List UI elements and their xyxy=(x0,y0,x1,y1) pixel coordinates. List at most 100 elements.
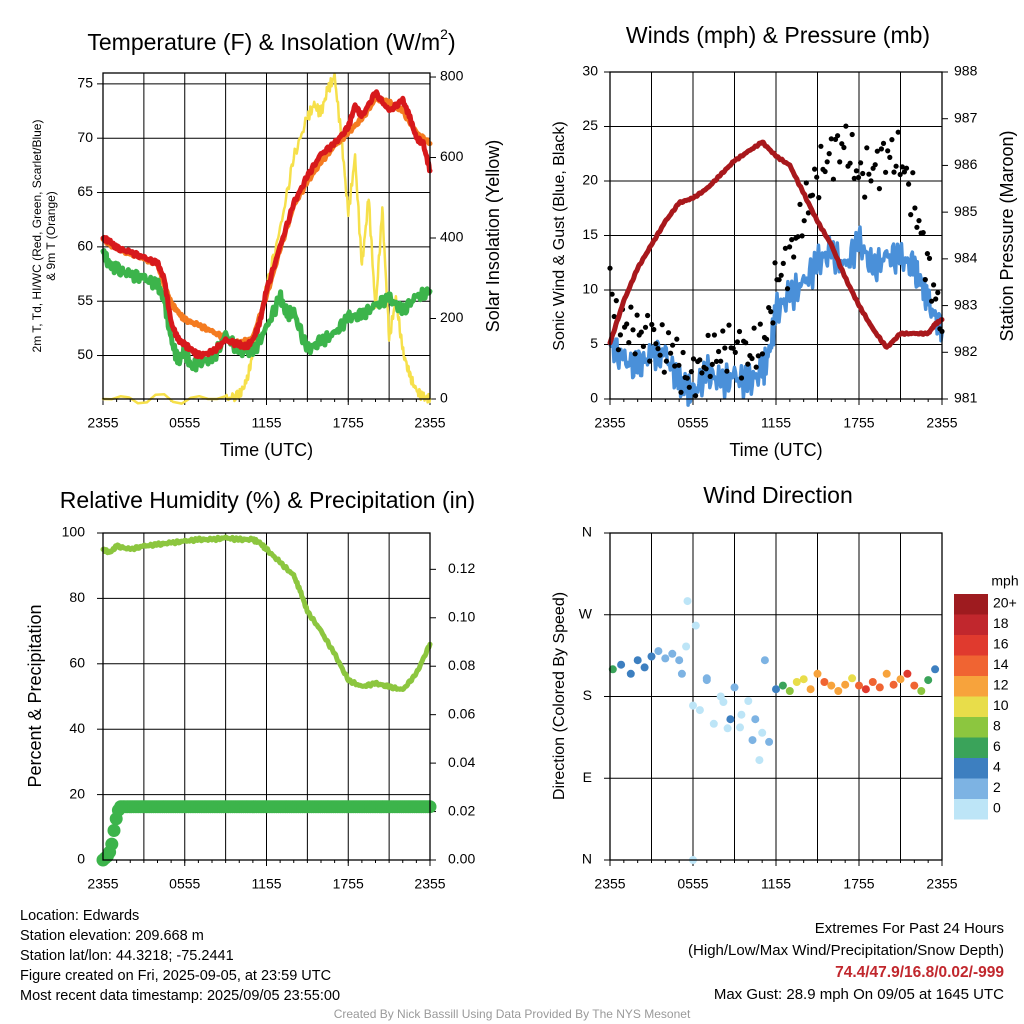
y2-tick-label: 200 xyxy=(440,309,464,325)
direction-point xyxy=(820,678,829,686)
y-tick-label: 15 xyxy=(582,226,598,242)
gust-point xyxy=(626,340,632,346)
gust-point xyxy=(789,237,795,243)
direction-point xyxy=(806,685,815,694)
gust-point xyxy=(878,146,885,152)
station-location: Location: Edwards xyxy=(20,908,140,924)
gust-point xyxy=(611,313,617,320)
colorbar-swatch xyxy=(954,614,988,635)
y-tick-label: 40 xyxy=(69,720,85,736)
gust-point xyxy=(645,312,651,319)
colorbar-swatch xyxy=(954,758,988,779)
gust-point xyxy=(659,322,665,328)
gust-point xyxy=(653,341,659,347)
gust-point xyxy=(716,348,722,355)
direction-point xyxy=(654,647,663,656)
gust-point xyxy=(753,364,759,370)
gust-point xyxy=(751,325,757,331)
x-tick-label: 2355 xyxy=(414,415,445,431)
gust-point xyxy=(889,137,895,143)
gust-point xyxy=(931,282,937,288)
direction-point xyxy=(702,676,711,685)
x-tick-label: 1755 xyxy=(333,876,364,892)
gust-point xyxy=(797,201,803,207)
direction-point xyxy=(737,710,746,719)
direction-point xyxy=(736,723,744,732)
gust-point xyxy=(757,321,763,327)
y2-tick-label: 0.10 xyxy=(448,608,475,624)
gust-point xyxy=(860,170,866,177)
gust-point xyxy=(663,358,670,364)
direction-point xyxy=(875,683,884,692)
colorbar-swatch xyxy=(954,799,988,820)
direction-point xyxy=(608,665,617,674)
direction-point xyxy=(689,701,697,710)
direction-point xyxy=(924,676,933,685)
chart-title: Winds (mph) & Pressure (mb) xyxy=(626,22,930,48)
direction-point xyxy=(682,642,691,651)
y-axis-label: 2m T, Td, HI/WC (Red, Green, Scarlet/Blu… xyxy=(30,120,44,353)
colorbar-label: 2 xyxy=(993,779,1001,795)
series-sonic-wind xyxy=(608,225,944,407)
gust-point xyxy=(720,328,726,334)
direction-point xyxy=(748,736,757,745)
direction-point xyxy=(813,669,822,678)
x-tick-label: 0555 xyxy=(677,415,708,431)
gust-point xyxy=(628,304,634,310)
y-tick-label: 20 xyxy=(582,172,598,188)
direction-point xyxy=(709,719,718,728)
gust-point xyxy=(634,312,640,318)
direction-point xyxy=(758,728,767,737)
gust-point xyxy=(897,171,903,178)
y-tick-label: N xyxy=(582,524,592,540)
gust-point xyxy=(743,340,749,346)
gust-point xyxy=(835,133,841,139)
credit-line: Created By Nick Bassill Using Data Provi… xyxy=(333,1007,691,1021)
y2-axis-label: Solar Insolation (Yellow) xyxy=(483,140,503,332)
y2-tick-label: 400 xyxy=(440,229,464,245)
gust-point xyxy=(738,375,745,381)
gust-point xyxy=(912,205,918,211)
colorbar-label: 12 xyxy=(993,677,1009,693)
gust-point xyxy=(906,181,912,187)
gust-point xyxy=(826,151,832,157)
y-tick-label: E xyxy=(583,769,592,785)
y-tick-label: S xyxy=(583,687,592,703)
gust-point xyxy=(910,170,916,176)
y-tick-label: 10 xyxy=(582,281,598,297)
gust-point xyxy=(837,159,843,165)
gust-point xyxy=(791,254,797,260)
gust-point xyxy=(670,342,676,348)
y-tick-label: 80 xyxy=(69,589,85,605)
gust-point xyxy=(705,332,711,338)
gust-point xyxy=(880,140,887,146)
y-tick-label: W xyxy=(579,605,593,621)
x-tick-label: 2355 xyxy=(414,876,445,892)
x-tick-label: 1755 xyxy=(843,415,874,431)
x-tick-label: 1155 xyxy=(761,415,791,431)
colorbar-swatch xyxy=(954,737,988,758)
gust-point xyxy=(736,328,743,335)
direction-point xyxy=(896,675,905,684)
y2-tick-label: 0 xyxy=(440,390,448,406)
direction-point xyxy=(677,669,686,678)
direction-point xyxy=(751,715,760,724)
gust-point xyxy=(726,322,732,328)
direction-point xyxy=(675,656,684,665)
gust-point xyxy=(864,145,870,151)
gust-point xyxy=(688,369,695,375)
y2-axis-label: Station Pressure (Maroon) xyxy=(997,130,1017,341)
direction-point xyxy=(617,660,626,669)
gust-point xyxy=(684,375,690,381)
gust-point xyxy=(812,166,818,172)
y2-tick-label: 988 xyxy=(954,63,978,79)
gust-point xyxy=(749,355,755,362)
gust-point xyxy=(764,336,770,342)
colorbar-label: 10 xyxy=(993,697,1009,713)
y-axis-label-line2: & 9m T (Orange) xyxy=(44,191,58,281)
plot-border xyxy=(102,532,431,861)
gust-point xyxy=(686,384,692,390)
gust-point xyxy=(630,327,636,333)
direction-point xyxy=(882,669,891,678)
colorbar-label: 6 xyxy=(993,738,1001,754)
